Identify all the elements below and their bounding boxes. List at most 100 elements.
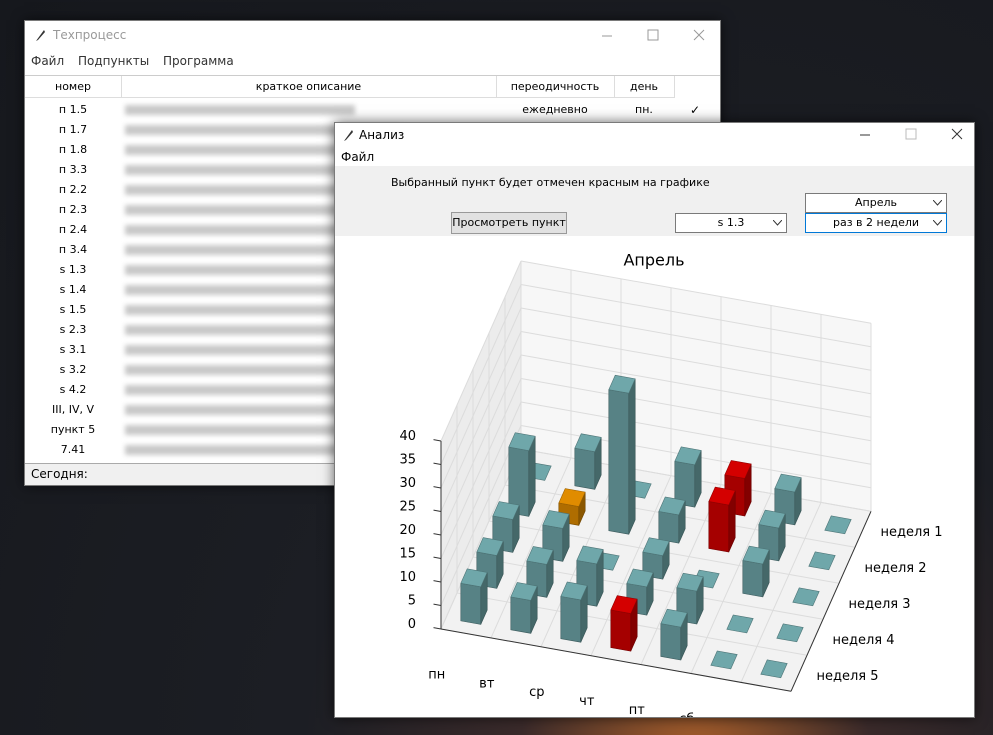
menu-item[interactable]: Программа	[163, 54, 234, 68]
legend-label: неделя 3	[849, 597, 911, 612]
menu-item[interactable]: Файл	[31, 54, 65, 68]
row-number[interactable]: пункт 5	[50, 423, 96, 436]
grid-line	[440, 448, 522, 630]
blurred-description	[125, 385, 413, 395]
window-controls[interactable]	[844, 123, 974, 147]
select-value: s 1.3	[717, 216, 745, 229]
blurred-description	[125, 305, 375, 315]
bar-front	[608, 389, 630, 535]
row-number[interactable]: s 1.3	[59, 263, 87, 276]
bar-top	[742, 545, 770, 565]
bar-front	[610, 609, 632, 652]
z-tick	[433, 627, 442, 630]
x-tick-label: вт	[479, 676, 495, 691]
x-tick-label: чт	[579, 694, 595, 709]
column-header[interactable]: номер	[25, 76, 122, 98]
bar-top	[642, 537, 670, 556]
row-number[interactable]: п 1.5	[58, 103, 88, 116]
blurred-description	[125, 165, 496, 175]
column-header[interactable]: краткое описание	[121, 76, 497, 98]
window-controls[interactable]	[590, 21, 720, 49]
row-number[interactable]: s 1.5	[59, 303, 87, 316]
z-tick-label: 20	[399, 523, 416, 538]
month-select[interactable]: Апрель	[805, 193, 947, 213]
grid-line	[520, 401, 872, 465]
item-select[interactable]: s 1.3	[675, 213, 787, 233]
column-header[interactable]: переодичность	[496, 76, 615, 98]
blurred-description	[125, 445, 404, 455]
menu-item[interactable]: Файл	[341, 150, 375, 164]
blurred-description	[125, 405, 460, 415]
row-number[interactable]: п 1.8	[58, 143, 88, 156]
bar-top	[658, 496, 686, 516]
row-number[interactable]: s 3.1	[59, 343, 87, 356]
z-tick-label: 35	[399, 453, 416, 468]
floor-grid	[740, 502, 822, 683]
blurred-description	[125, 265, 431, 275]
column-header[interactable]: день	[614, 76, 675, 98]
floor-grid	[590, 475, 672, 656]
period-select[interactable]: раз в 2 недели	[805, 213, 947, 233]
bar-top	[774, 473, 802, 493]
bar-top	[560, 581, 588, 601]
row-number[interactable]: п 3.4	[58, 243, 88, 256]
menu-bar: Файл	[335, 148, 974, 166]
title-bar: Техпроцесс	[25, 21, 720, 49]
floor-grid	[640, 484, 722, 665]
row-day[interactable]: пн.	[635, 103, 653, 116]
row-number[interactable]: s 3.2	[59, 363, 87, 376]
blurred-description	[125, 225, 487, 235]
row-check[interactable]: ✓	[689, 103, 701, 117]
menu-bar: Файл Подпункты Программа	[31, 54, 331, 70]
bar-top	[558, 488, 586, 507]
bar-top	[824, 515, 852, 535]
bar-front	[510, 596, 532, 634]
bar-top	[724, 460, 752, 479]
view-button[interactable]: Просмотреть пункт	[451, 212, 567, 234]
bar-top	[574, 433, 602, 453]
z-tick-label: 10	[399, 570, 416, 585]
grid-line	[440, 425, 522, 606]
floor-grid	[690, 493, 772, 674]
blurred-description	[125, 425, 357, 435]
blurred-description	[125, 105, 355, 115]
grid-line	[520, 284, 872, 348]
row-period[interactable]: ежедневно	[522, 103, 588, 116]
row-number[interactable]: п 2.4	[58, 223, 88, 236]
analysis-window: Анализ Файл Выбранный пункт будет отмече…	[334, 122, 975, 718]
bar-top	[492, 501, 520, 520]
blurred-description	[125, 285, 478, 295]
bar-top	[608, 374, 636, 394]
y-axis	[790, 511, 872, 692]
bar-front	[460, 582, 482, 625]
row-number[interactable]: s 2.3	[59, 323, 87, 336]
z-tick	[433, 603, 442, 606]
row-number[interactable]: п 2.2	[58, 183, 88, 196]
bar-top	[460, 568, 488, 588]
row-number[interactable]: 7.41	[60, 443, 86, 456]
bar-top	[476, 537, 504, 556]
row-number[interactable]: s 1.4	[59, 283, 87, 296]
grid-line	[520, 378, 872, 442]
row-number[interactable]: III, IV, V	[51, 403, 94, 416]
grid-line	[440, 354, 522, 536]
toolbar: Выбранный пункт будет отмечен красным на…	[335, 166, 974, 236]
chart: Апрель 0510152025303540пнвтсрчтптсбвснед…	[399, 251, 943, 718]
x-tick-label: пт	[629, 703, 645, 717]
legend-label: неделя 1	[881, 525, 943, 540]
menu-item[interactable]: Подпункты	[78, 54, 150, 68]
row-number[interactable]: п 2.3	[58, 203, 88, 216]
grid-line	[440, 401, 522, 583]
bar-top	[710, 650, 738, 670]
z-tick	[433, 439, 442, 442]
chart-title: Апрель	[623, 251, 684, 270]
x-axis	[440, 628, 792, 692]
window-title: Анализ	[359, 128, 405, 142]
row-number[interactable]: s 4.2	[59, 383, 87, 396]
select-value: раз в 2 недели	[832, 216, 920, 229]
row-number[interactable]: п 1.7	[58, 123, 88, 136]
row-number[interactable]: п 3.3	[58, 163, 88, 176]
bar-front	[574, 447, 596, 490]
bar-front	[660, 623, 682, 661]
